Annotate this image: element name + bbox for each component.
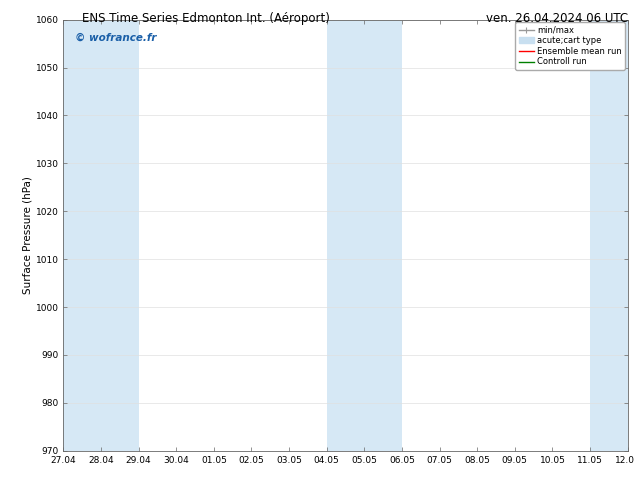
Text: © wofrance.fr: © wofrance.fr <box>75 32 156 43</box>
Text: ven. 26.04.2024 06 UTC: ven. 26.04.2024 06 UTC <box>486 12 628 25</box>
Bar <box>63 20 139 451</box>
Bar <box>590 20 628 451</box>
Bar <box>327 20 402 451</box>
Legend: min/max, acute;cart type, Ensemble mean run, Controll run: min/max, acute;cart type, Ensemble mean … <box>515 22 625 70</box>
Y-axis label: Surface Pressure (hPa): Surface Pressure (hPa) <box>23 176 33 294</box>
Text: ENS Time Series Edmonton Int. (Aéroport): ENS Time Series Edmonton Int. (Aéroport) <box>82 12 330 25</box>
